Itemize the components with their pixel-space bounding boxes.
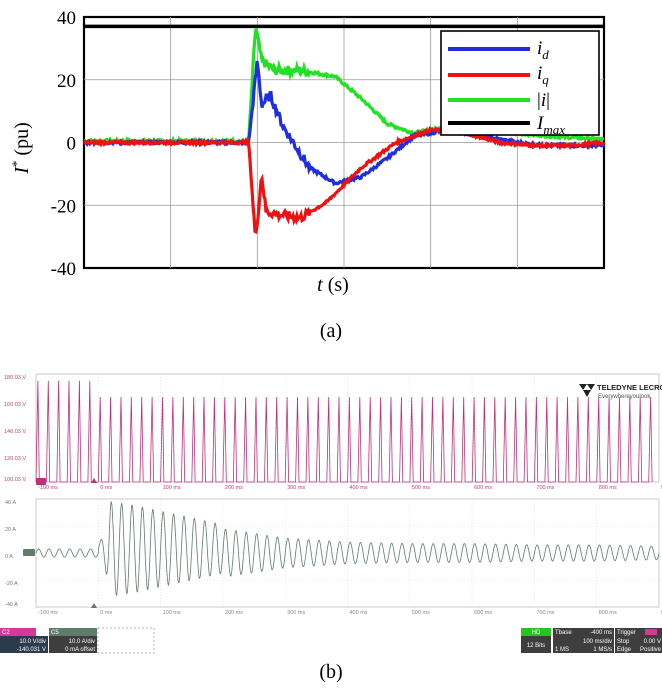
c5-offset: 0 mA offset <box>65 647 95 653</box>
c2-tag: C2 <box>2 630 10 636</box>
tbase-div: 100 ms/div <box>583 639 612 645</box>
tbase-label: Tbase <box>555 630 572 636</box>
voltage-tick-label: 160.03 V <box>4 402 26 408</box>
c5-body[interactable] <box>49 636 97 653</box>
current-time-label: 0 ms <box>100 610 112 616</box>
scope-info-bar: C2 10.0 V/div -140.031 V C5 10.0 A/div 0… <box>0 627 662 654</box>
trigger-slope: Positive <box>640 647 662 653</box>
voltage-time-label: 400 ms <box>350 485 368 491</box>
voltage-tick-label: 120.03 V <box>4 456 26 462</box>
timebase-box[interactable] <box>553 628 614 653</box>
lecroy-mark-icon <box>579 384 595 397</box>
hd-tag: HD <box>532 630 541 636</box>
trigger-marker-icon <box>91 478 97 483</box>
current-time-label: -100 ms <box>38 610 58 616</box>
y-tick-label: 40 <box>57 8 76 29</box>
trigger-level: 0.00 V <box>644 639 661 645</box>
trigger-marker-icon-2 <box>91 603 97 608</box>
c2-div: 10.0 V/div <box>19 639 46 645</box>
tbase-points: 1 MS <box>555 647 569 653</box>
voltage-trace <box>35 380 653 483</box>
series-line-i-q <box>82 125 606 235</box>
tbase-value: -400 ms <box>590 630 612 636</box>
voltage-time-label: 200 ms <box>225 485 243 491</box>
trigger-channel-chip <box>645 629 657 635</box>
c2-body[interactable] <box>0 636 48 653</box>
current-time-label: 100 ms <box>163 610 181 616</box>
brand-name: TELEDYNE LECROY <box>597 383 662 392</box>
current-trace <box>35 501 660 596</box>
voltage-time-label: 0 ms <box>100 485 112 491</box>
current-time-label: 400 ms <box>350 610 368 616</box>
voltage-time-labels: -100 ms 0 ms 100 ms 200 ms 300 ms 400 ms 500 m… <box>38 485 662 491</box>
caption-a: (a) <box>320 320 342 342</box>
voltage-time-label: -100 ms <box>38 485 58 491</box>
voltage-tick-label: 100.03 V <box>4 477 26 483</box>
y-tick-label: -40 <box>51 259 76 280</box>
legend-label-abs-i: |i| <box>537 90 550 111</box>
current-time-label: 700 ms <box>536 610 554 616</box>
current-tick-label: 0 A <box>5 554 13 560</box>
y-tick-label: -20 <box>51 196 76 217</box>
chart-a-legend: id iq |i| Imax <box>440 30 600 137</box>
hd-bits: 12 Bits <box>527 643 545 649</box>
brand-tagline: Everywhereyoulook <box>598 394 651 400</box>
current-time-label: 500 ms <box>412 610 430 616</box>
c5-tag: C5 <box>51 630 59 636</box>
bits-body <box>521 636 551 653</box>
current-tick-label: -20 A <box>5 581 18 587</box>
hd-badge <box>521 628 551 636</box>
current-tick-label: -40 A <box>5 602 18 608</box>
c5-div: 10.0 A/div <box>69 639 95 645</box>
teledyne-lecroy-logo: TELEDYNE LECROY Everywhereyoulook <box>579 383 662 400</box>
tbase-rate: 1 MS/s <box>593 647 612 653</box>
current-time-label: 300 ms <box>287 610 305 616</box>
voltage-time-label: 800 ms <box>599 485 617 491</box>
chart-a-x-label: t (s) <box>317 274 349 296</box>
voltage-time-label: 500 ms <box>412 485 430 491</box>
voltage-time-label: 300 ms <box>287 485 305 491</box>
trigger-label: Trigger <box>617 630 636 636</box>
current-channel-marker <box>23 549 35 556</box>
current-tick-label: 20 A <box>5 527 16 533</box>
empty-channel-slot[interactable] <box>97 627 155 654</box>
voltage-channel-marker <box>36 478 46 485</box>
legend-box <box>440 30 600 136</box>
voltage-time-label: 600 ms <box>474 485 492 491</box>
voltage-time-label: 700 ms <box>536 485 554 491</box>
caption-b: (b) <box>319 661 342 683</box>
current-time-label: 200 ms <box>225 610 243 616</box>
c2-header[interactable] <box>0 628 36 636</box>
voltage-time-label: 100 ms <box>163 485 181 491</box>
trigger-mode: Stop <box>617 639 630 645</box>
current-axis-labels: 40 A 20 A 0 A -20 A -40 A <box>5 500 18 608</box>
chart-b-oscilloscope: 180.03 V 160.03 V 140.03 V 120.03 V 100.03 V… <box>0 362 662 683</box>
trigger-type: Edge <box>617 647 632 653</box>
voltage-tick-label: 180.03 V <box>4 375 26 381</box>
current-time-label: 600 ms <box>474 610 492 616</box>
voltage-tick-label: 140.03 V <box>4 429 26 435</box>
current-time-label: 800 ms <box>599 610 617 616</box>
y-tick-label: 0 <box>67 134 77 155</box>
chart-a: 40 20 0 -20 -40 id iq |i| Imax t (s) I* (pu)… <box>9 8 606 342</box>
voltage-axis-labels: 180.03 V 160.03 V 140.03 V 120.03 V 100.03 V <box>4 375 26 483</box>
current-tick-label: 40 A <box>5 500 16 506</box>
current-time-labels: -100 ms 0 ms 100 ms 200 ms 300 ms 400 ms 500 m… <box>38 610 662 616</box>
chart-a-y-label: I* (pu) <box>9 122 33 175</box>
c2-offset: -140.031 V <box>17 647 46 653</box>
y-tick-label: 20 <box>57 71 76 92</box>
chart-a-y-ticks: 40 20 0 -20 -40 <box>51 8 76 280</box>
c5-header[interactable] <box>49 628 97 636</box>
